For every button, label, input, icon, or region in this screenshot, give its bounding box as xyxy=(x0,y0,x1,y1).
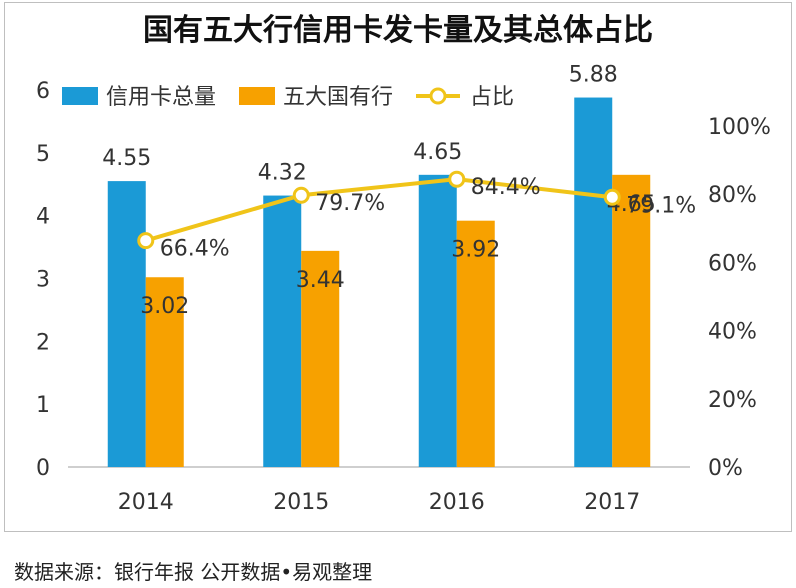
x-tick-label: 2014 xyxy=(118,490,174,515)
bar-big5-2014 xyxy=(145,277,184,467)
ratio-data-label: 84.4% xyxy=(471,175,541,200)
legend-label: 五大国有行 xyxy=(283,85,393,110)
ratio-point-2017 xyxy=(603,188,621,206)
bar-data-label: 4.32 xyxy=(258,161,307,186)
ratio-data-label: 66.4% xyxy=(160,237,230,262)
ratio-data-label: 79.1% xyxy=(626,193,696,218)
y-right-tick-label: 80% xyxy=(708,183,757,208)
bar-total-2015 xyxy=(263,195,302,467)
y-left-tick-label: 0 xyxy=(36,456,50,481)
legend-swatch xyxy=(239,87,275,105)
bar-data-label: 5.88 xyxy=(569,63,618,88)
y-right-tick-label: 0% xyxy=(708,456,743,481)
y-left-tick-label: 5 xyxy=(36,142,50,167)
bar-data-label: 4.65 xyxy=(413,140,462,165)
source-note: 数据来源：银行年报 公开数据•易观整理 xyxy=(14,560,373,584)
y-right-tick-label: 20% xyxy=(708,388,757,413)
bar-total-2016 xyxy=(418,174,457,467)
legend-label: 占比 xyxy=(470,85,514,110)
bar-data-label: 3.92 xyxy=(451,238,500,263)
bar-data-label: 3.02 xyxy=(140,294,189,319)
legend-marker xyxy=(429,87,447,105)
ratio-data-label: 79.7% xyxy=(315,191,385,216)
y-left-tick-label: 4 xyxy=(36,205,50,230)
bar-data-label: 4.55 xyxy=(102,146,151,171)
bar-total-2014 xyxy=(107,181,146,467)
legend-label: 信用卡总量 xyxy=(106,85,216,110)
bar-big5-2015 xyxy=(301,250,340,467)
y-right-tick-label: 60% xyxy=(708,251,757,276)
bar-data-label: 3.44 xyxy=(296,268,345,293)
bar-big5-2017 xyxy=(612,174,651,467)
bar-total-2017 xyxy=(574,97,613,467)
bar-big5-2016 xyxy=(456,220,495,467)
y-right-tick-label: 100% xyxy=(708,115,771,140)
ratio-point-2015 xyxy=(292,186,310,204)
y-left-tick-label: 3 xyxy=(36,268,50,293)
x-tick-label: 2016 xyxy=(429,490,485,515)
y-left-tick-label: 6 xyxy=(36,79,50,104)
chart-title: 国有五大行信用卡发卡量及其总体占比 xyxy=(143,13,653,48)
y-left-tick-label: 2 xyxy=(36,330,50,355)
y-left-tick-label: 1 xyxy=(36,393,50,418)
y-right-tick-label: 40% xyxy=(708,320,757,345)
chart: 国有五大行信用卡发卡量及其总体占比01234560%20%40%60%80%10… xyxy=(36,13,771,515)
x-tick-label: 2017 xyxy=(584,490,640,515)
ratio-point-2016 xyxy=(448,170,466,188)
x-tick-label: 2015 xyxy=(273,490,329,515)
ratio-point-2014 xyxy=(137,232,155,250)
legend-swatch xyxy=(62,87,98,105)
ratio-line xyxy=(145,177,613,243)
